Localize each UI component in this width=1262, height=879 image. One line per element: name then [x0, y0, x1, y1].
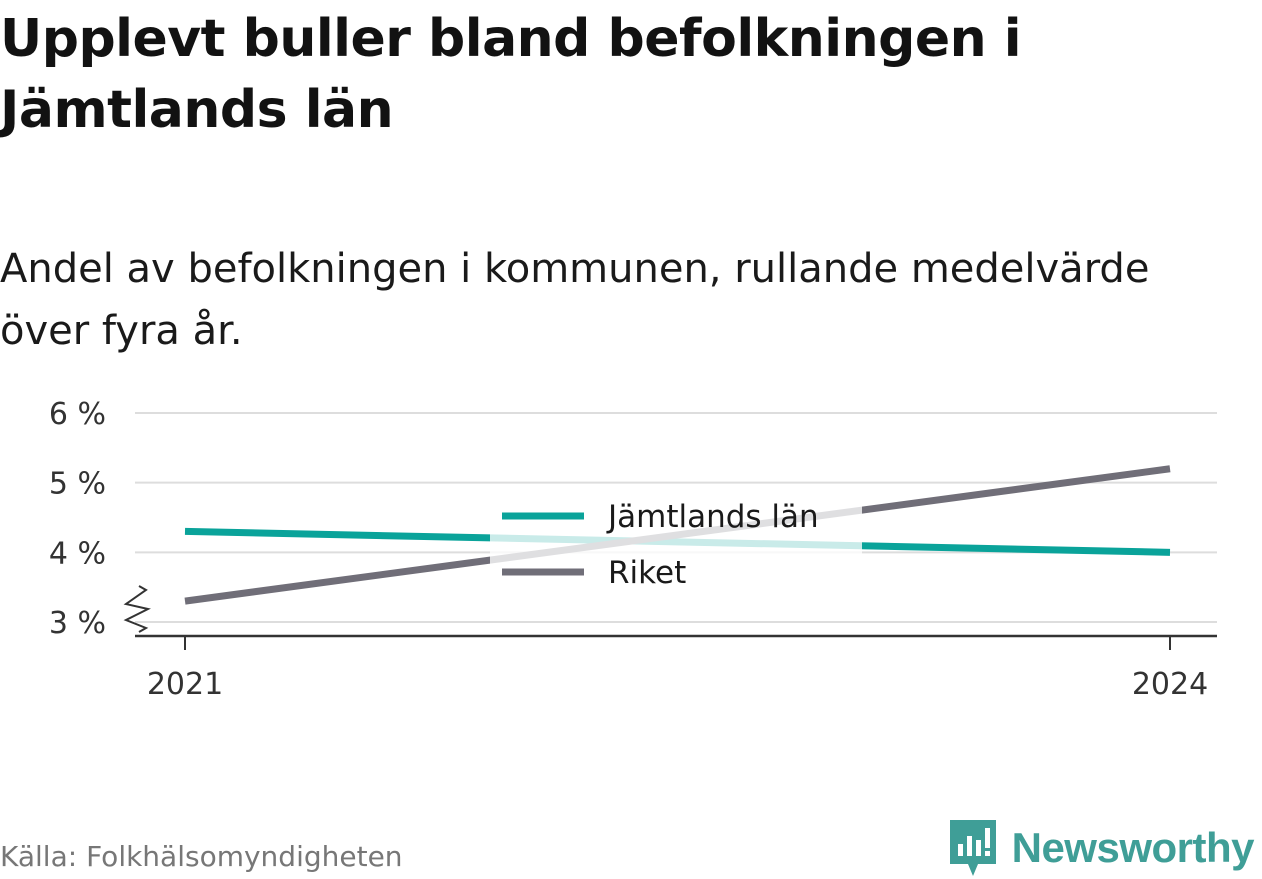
chart-title: Upplevt buller bland befolkningen i Jämt…: [0, 9, 1022, 140]
newsworthy-logo-icon: [949, 820, 996, 876]
legend-label: Riket: [608, 555, 686, 591]
legend-background: [490, 485, 862, 603]
x-tick-label: 2021: [147, 667, 223, 702]
legend-label: Jämtlands län: [606, 499, 819, 535]
chart-subtitle: Andel av befolkningen i kommunen, rullan…: [0, 246, 1150, 354]
axes: 3 % 4 % 5 % 6 % 2021 2024: [49, 397, 1217, 702]
y-axis-break-icon: [123, 585, 151, 633]
y-tick-label: 3 %: [49, 606, 106, 641]
x-tick-label: 2024: [1132, 667, 1208, 702]
y-tick-label: 4 %: [49, 536, 106, 571]
source-note: Källa: Folkhälsomyndigheten: [0, 840, 403, 873]
brand-logo: Newsworthy: [948, 818, 1255, 878]
y-tick-label: 5 %: [49, 467, 106, 502]
brand-name: Newsworthy: [1011, 824, 1255, 871]
legend: Jämtlands län Riket: [490, 485, 862, 603]
y-tick-label: 6 %: [49, 397, 106, 432]
